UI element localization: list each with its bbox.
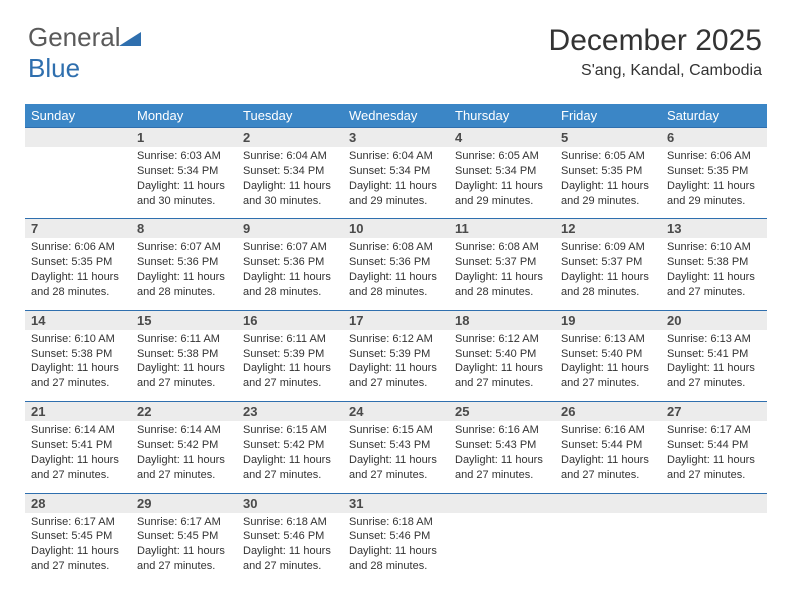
day-cell xyxy=(25,147,131,212)
day-number: 21 xyxy=(25,402,131,421)
day-number xyxy=(661,494,767,513)
day-number xyxy=(449,494,555,513)
weekday-header: Saturday xyxy=(661,104,767,127)
day-number-row: 28293031 xyxy=(25,493,767,513)
day-cell: Sunrise: 6:09 AMSunset: 5:37 PMDaylight:… xyxy=(555,238,661,303)
day-cell: Sunrise: 6:08 AMSunset: 5:36 PMDaylight:… xyxy=(343,238,449,303)
day-number: 23 xyxy=(237,402,343,421)
day-cell: Sunrise: 6:12 AMSunset: 5:40 PMDaylight:… xyxy=(449,330,555,395)
weekday-header: Friday xyxy=(555,104,661,127)
weekday-header: Sunday xyxy=(25,104,131,127)
day-cell: Sunrise: 6:16 AMSunset: 5:44 PMDaylight:… xyxy=(555,421,661,486)
day-cell: Sunrise: 6:06 AMSunset: 5:35 PMDaylight:… xyxy=(661,147,767,212)
day-cell xyxy=(555,513,661,578)
day-cell: Sunrise: 6:10 AMSunset: 5:38 PMDaylight:… xyxy=(25,330,131,395)
day-number: 27 xyxy=(661,402,767,421)
day-body-row: Sunrise: 6:06 AMSunset: 5:35 PMDaylight:… xyxy=(25,238,767,303)
day-number: 6 xyxy=(661,128,767,147)
day-cell: Sunrise: 6:07 AMSunset: 5:36 PMDaylight:… xyxy=(237,238,343,303)
day-number: 22 xyxy=(131,402,237,421)
logo: General Blue xyxy=(28,22,141,84)
day-cell: Sunrise: 6:18 AMSunset: 5:46 PMDaylight:… xyxy=(343,513,449,578)
day-number: 15 xyxy=(131,311,237,330)
day-cell: Sunrise: 6:18 AMSunset: 5:46 PMDaylight:… xyxy=(237,513,343,578)
day-number: 29 xyxy=(131,494,237,513)
day-number: 18 xyxy=(449,311,555,330)
day-number-row: 78910111213 xyxy=(25,218,767,238)
day-number: 24 xyxy=(343,402,449,421)
weekday-header: Wednesday xyxy=(343,104,449,127)
day-number: 4 xyxy=(449,128,555,147)
day-number: 25 xyxy=(449,402,555,421)
page-title: December 2025 xyxy=(549,24,762,58)
day-number-row: 21222324252627 xyxy=(25,401,767,421)
day-cell: Sunrise: 6:13 AMSunset: 5:40 PMDaylight:… xyxy=(555,330,661,395)
day-number: 13 xyxy=(661,219,767,238)
day-cell: Sunrise: 6:06 AMSunset: 5:35 PMDaylight:… xyxy=(25,238,131,303)
weekday-header: Monday xyxy=(131,104,237,127)
day-number: 1 xyxy=(131,128,237,147)
day-cell: Sunrise: 6:15 AMSunset: 5:42 PMDaylight:… xyxy=(237,421,343,486)
day-number: 28 xyxy=(25,494,131,513)
day-number: 7 xyxy=(25,219,131,238)
day-number: 17 xyxy=(343,311,449,330)
day-cell: Sunrise: 6:16 AMSunset: 5:43 PMDaylight:… xyxy=(449,421,555,486)
day-number: 30 xyxy=(237,494,343,513)
day-number: 12 xyxy=(555,219,661,238)
day-cell xyxy=(449,513,555,578)
day-number: 3 xyxy=(343,128,449,147)
day-body-row: Sunrise: 6:17 AMSunset: 5:45 PMDaylight:… xyxy=(25,513,767,578)
logo-triangle-icon xyxy=(119,30,141,48)
day-number xyxy=(25,128,131,147)
day-number: 10 xyxy=(343,219,449,238)
calendar-body: 123456Sunrise: 6:03 AMSunset: 5:34 PMDay… xyxy=(25,127,767,578)
day-cell: Sunrise: 6:04 AMSunset: 5:34 PMDaylight:… xyxy=(237,147,343,212)
day-cell: Sunrise: 6:05 AMSunset: 5:34 PMDaylight:… xyxy=(449,147,555,212)
weekday-header: Tuesday xyxy=(237,104,343,127)
day-cell: Sunrise: 6:04 AMSunset: 5:34 PMDaylight:… xyxy=(343,147,449,212)
day-cell: Sunrise: 6:14 AMSunset: 5:41 PMDaylight:… xyxy=(25,421,131,486)
day-cell: Sunrise: 6:17 AMSunset: 5:45 PMDaylight:… xyxy=(25,513,131,578)
day-number: 31 xyxy=(343,494,449,513)
day-number: 19 xyxy=(555,311,661,330)
logo-text-gray: General xyxy=(28,22,121,52)
day-cell xyxy=(661,513,767,578)
day-body-row: Sunrise: 6:03 AMSunset: 5:34 PMDaylight:… xyxy=(25,147,767,212)
day-number: 5 xyxy=(555,128,661,147)
calendar: SundayMondayTuesdayWednesdayThursdayFrid… xyxy=(25,104,767,584)
day-number: 9 xyxy=(237,219,343,238)
day-cell: Sunrise: 6:13 AMSunset: 5:41 PMDaylight:… xyxy=(661,330,767,395)
day-cell: Sunrise: 6:03 AMSunset: 5:34 PMDaylight:… xyxy=(131,147,237,212)
day-cell: Sunrise: 6:14 AMSunset: 5:42 PMDaylight:… xyxy=(131,421,237,486)
day-number xyxy=(555,494,661,513)
day-cell: Sunrise: 6:12 AMSunset: 5:39 PMDaylight:… xyxy=(343,330,449,395)
day-cell: Sunrise: 6:15 AMSunset: 5:43 PMDaylight:… xyxy=(343,421,449,486)
day-body-row: Sunrise: 6:10 AMSunset: 5:38 PMDaylight:… xyxy=(25,330,767,395)
day-number-row: 14151617181920 xyxy=(25,310,767,330)
day-number: 14 xyxy=(25,311,131,330)
day-cell: Sunrise: 6:17 AMSunset: 5:44 PMDaylight:… xyxy=(661,421,767,486)
day-cell: Sunrise: 6:10 AMSunset: 5:38 PMDaylight:… xyxy=(661,238,767,303)
day-number: 26 xyxy=(555,402,661,421)
title-block: December 2025 S'ang, Kandal, Cambodia xyxy=(549,24,762,80)
day-cell: Sunrise: 6:17 AMSunset: 5:45 PMDaylight:… xyxy=(131,513,237,578)
day-body-row: Sunrise: 6:14 AMSunset: 5:41 PMDaylight:… xyxy=(25,421,767,486)
day-number-row: 123456 xyxy=(25,127,767,147)
day-number: 2 xyxy=(237,128,343,147)
day-cell: Sunrise: 6:11 AMSunset: 5:38 PMDaylight:… xyxy=(131,330,237,395)
day-number: 16 xyxy=(237,311,343,330)
day-cell: Sunrise: 6:11 AMSunset: 5:39 PMDaylight:… xyxy=(237,330,343,395)
day-number: 11 xyxy=(449,219,555,238)
location-subtitle: S'ang, Kandal, Cambodia xyxy=(549,62,762,80)
day-number: 8 xyxy=(131,219,237,238)
weekday-header: Thursday xyxy=(449,104,555,127)
day-number: 20 xyxy=(661,311,767,330)
day-cell: Sunrise: 6:05 AMSunset: 5:35 PMDaylight:… xyxy=(555,147,661,212)
day-cell: Sunrise: 6:07 AMSunset: 5:36 PMDaylight:… xyxy=(131,238,237,303)
day-cell: Sunrise: 6:08 AMSunset: 5:37 PMDaylight:… xyxy=(449,238,555,303)
weekday-header-row: SundayMondayTuesdayWednesdayThursdayFrid… xyxy=(25,104,767,127)
logo-text-blue: Blue xyxy=(28,53,80,83)
